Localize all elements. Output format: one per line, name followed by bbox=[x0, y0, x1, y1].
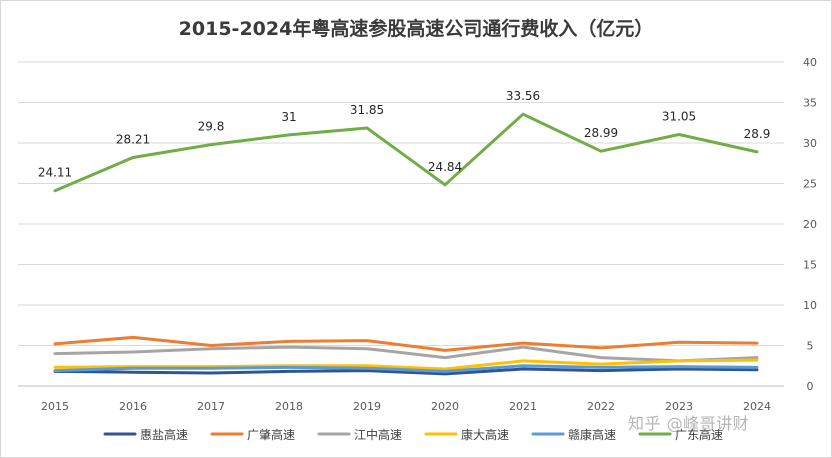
y-tick-label: 40 bbox=[803, 56, 817, 69]
y-tick-label: 35 bbox=[803, 97, 817, 110]
x-axis-ticks: 2015 2016 2017 2018 2019 2020 2021 2022 2023 2024 bbox=[41, 400, 771, 413]
data-label: 31.85 bbox=[350, 103, 384, 117]
legend-label: 赣康高速 bbox=[568, 427, 616, 442]
x-tick-label: 2022 bbox=[587, 400, 615, 413]
y-tick-label: 0 bbox=[807, 380, 814, 393]
series-line bbox=[53, 364, 759, 373]
x-tick-label: 2015 bbox=[41, 400, 69, 413]
data-label: 24.11 bbox=[38, 166, 72, 180]
x-tick-label: 2023 bbox=[665, 400, 693, 413]
y-tick-label: 30 bbox=[803, 137, 817, 150]
series-line bbox=[53, 367, 759, 376]
y-tick-label: 5 bbox=[807, 340, 814, 353]
series-lines bbox=[53, 112, 759, 376]
y-tick-label: 20 bbox=[803, 218, 817, 231]
x-tick-label: 2024 bbox=[743, 400, 771, 413]
x-tick-label: 2019 bbox=[353, 400, 381, 413]
legend: 惠盐高速 广肇高速 江中高速 康大高速 赣康高速 广东高速 bbox=[103, 427, 723, 442]
data-label: 28.99 bbox=[584, 126, 618, 140]
data-label: 31.05 bbox=[662, 109, 696, 123]
series-line bbox=[53, 112, 759, 193]
legend-label: 广肇高速 bbox=[247, 427, 295, 442]
data-label: 29.8 bbox=[198, 120, 225, 134]
y-tick-label: 25 bbox=[803, 178, 817, 191]
legend-label: 惠盐高速 bbox=[140, 427, 188, 442]
watermark: 知乎 @峰哥讲财 bbox=[628, 414, 750, 433]
legend-label: 广东高速 bbox=[675, 427, 723, 442]
y-tick-label: 10 bbox=[803, 299, 817, 312]
x-tick-label: 2020 bbox=[431, 400, 459, 413]
data-label: 31 bbox=[281, 110, 296, 124]
series-line bbox=[53, 335, 759, 352]
x-tick-label: 2016 bbox=[119, 400, 147, 413]
data-label: 28.21 bbox=[116, 132, 150, 146]
gridlines bbox=[18, 61, 784, 387]
series-line bbox=[53, 358, 759, 371]
legend-label: 康大高速 bbox=[461, 427, 509, 442]
x-tick-label: 2021 bbox=[509, 400, 537, 413]
y-axis-ticks: 0 5 10 15 20 25 30 35 40 bbox=[803, 56, 817, 393]
chart-title: 2015-2024年粤高速参股高速公司通行费收入（亿元） bbox=[178, 18, 654, 40]
legend-label: 江中高速 bbox=[354, 427, 402, 442]
data-label: 33.56 bbox=[506, 89, 540, 103]
series-line bbox=[53, 345, 759, 363]
data-label: 24.84 bbox=[428, 160, 462, 174]
x-tick-label: 2017 bbox=[197, 400, 225, 413]
data-labels: 24.11 28.21 29.8 31 31.85 24.84 33.56 28.99 31.0… bbox=[38, 89, 771, 180]
y-tick-label: 15 bbox=[803, 259, 817, 272]
data-label: 28.9 bbox=[744, 127, 771, 141]
x-tick-label: 2018 bbox=[275, 400, 303, 413]
